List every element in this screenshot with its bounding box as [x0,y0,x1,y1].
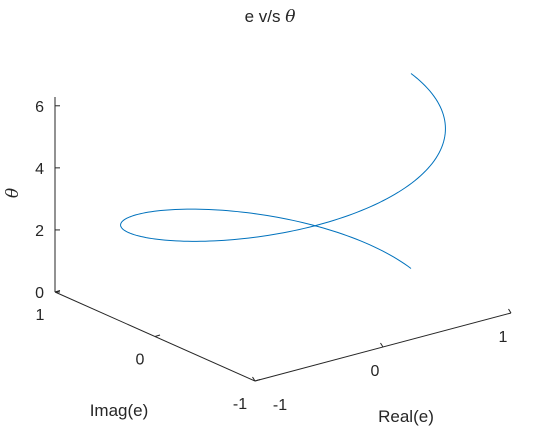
x-tick-label: 1 [499,329,508,346]
z-axis-label: θ [3,188,23,198]
x-tick-label: 0 [371,363,380,380]
z-tick-label: 4 [35,161,44,178]
ticks: -1 0 1 -1 0 1 0 2 4 6 [35,99,512,414]
axes [54,97,512,382]
y-tick-mark [254,379,261,382]
z-tick-label: 6 [35,99,44,116]
x-tick-mark [508,308,512,314]
y-tick-label: 1 [36,307,45,324]
series-line [120,73,446,269]
y-tick-label: -1 [233,396,247,413]
z-tick-label: 2 [35,223,44,240]
x-tick-mark [252,376,256,382]
chart-title: e v/s θ [245,7,296,27]
x-tick-label: -1 [273,397,287,414]
x-tick-mark [380,342,384,348]
z-tick-label: 0 [35,285,44,302]
y-axis-label: Imag(e) [90,401,149,420]
y-tick-label: 0 [136,352,145,369]
x-axis-label: Real(e) [378,407,434,426]
y-tick-mark [154,334,161,337]
